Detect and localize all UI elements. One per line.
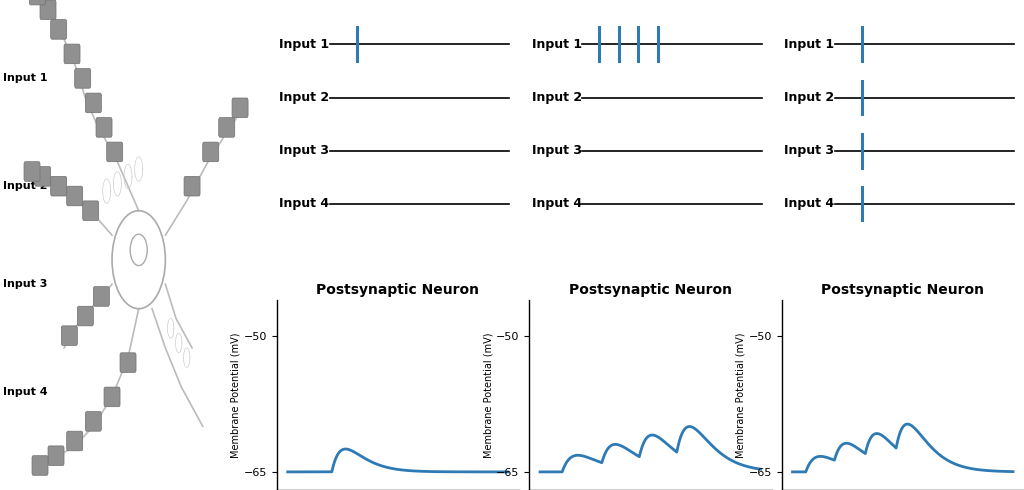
FancyBboxPatch shape xyxy=(104,387,120,407)
FancyBboxPatch shape xyxy=(67,431,83,451)
Text: Input 3: Input 3 xyxy=(784,144,834,157)
FancyBboxPatch shape xyxy=(232,98,248,118)
FancyBboxPatch shape xyxy=(65,44,80,64)
FancyBboxPatch shape xyxy=(24,162,40,181)
FancyBboxPatch shape xyxy=(40,0,56,20)
Text: Input 2: Input 2 xyxy=(280,91,330,104)
Y-axis label: Membrane Potential (mV): Membrane Potential (mV) xyxy=(483,332,494,458)
Y-axis label: Membrane Potential (mV): Membrane Potential (mV) xyxy=(735,332,745,458)
FancyBboxPatch shape xyxy=(120,353,136,372)
FancyBboxPatch shape xyxy=(184,176,200,196)
Text: Input 4: Input 4 xyxy=(531,197,582,211)
FancyBboxPatch shape xyxy=(203,142,219,162)
Text: Input 4: Input 4 xyxy=(280,197,330,211)
FancyBboxPatch shape xyxy=(35,167,50,186)
Text: Input 1: Input 1 xyxy=(280,38,330,51)
FancyBboxPatch shape xyxy=(61,326,78,345)
FancyBboxPatch shape xyxy=(67,186,83,206)
Text: Input 4: Input 4 xyxy=(784,197,835,211)
Text: Input 3: Input 3 xyxy=(531,144,582,157)
FancyBboxPatch shape xyxy=(75,69,91,88)
Text: Input 4: Input 4 xyxy=(3,387,47,397)
FancyBboxPatch shape xyxy=(78,306,93,326)
FancyBboxPatch shape xyxy=(32,456,48,475)
FancyBboxPatch shape xyxy=(93,287,110,306)
Text: Input 1: Input 1 xyxy=(784,38,835,51)
FancyBboxPatch shape xyxy=(85,93,101,113)
Text: Input 1: Input 1 xyxy=(3,74,47,83)
Text: Input 3: Input 3 xyxy=(280,144,329,157)
Text: Input 3: Input 3 xyxy=(3,279,47,289)
Text: Input 2: Input 2 xyxy=(3,181,47,191)
FancyBboxPatch shape xyxy=(48,446,65,466)
Y-axis label: Membrane Potential (mV): Membrane Potential (mV) xyxy=(230,332,241,458)
Title: Postsynaptic Neuron: Postsynaptic Neuron xyxy=(569,283,732,297)
FancyBboxPatch shape xyxy=(96,118,112,137)
FancyBboxPatch shape xyxy=(30,0,45,5)
FancyBboxPatch shape xyxy=(50,176,67,196)
Title: Postsynaptic Neuron: Postsynaptic Neuron xyxy=(821,283,984,297)
FancyBboxPatch shape xyxy=(106,142,123,162)
Title: Postsynaptic Neuron: Postsynaptic Neuron xyxy=(316,283,479,297)
Text: Input 1: Input 1 xyxy=(531,38,582,51)
FancyBboxPatch shape xyxy=(83,201,98,220)
FancyBboxPatch shape xyxy=(85,412,101,431)
Text: Input 2: Input 2 xyxy=(531,91,582,104)
Text: Input 2: Input 2 xyxy=(784,91,835,104)
FancyBboxPatch shape xyxy=(50,20,67,39)
FancyBboxPatch shape xyxy=(219,118,234,137)
